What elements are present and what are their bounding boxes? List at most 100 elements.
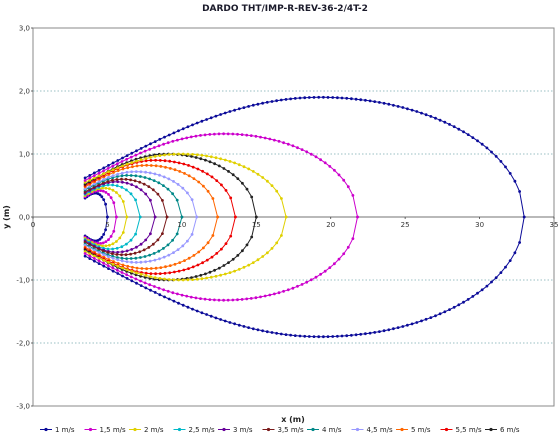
data-point — [201, 169, 205, 173]
data-point — [205, 172, 209, 176]
data-point — [228, 160, 232, 163]
legend-label: 1,5 m/s — [100, 426, 127, 434]
data-point — [195, 309, 199, 313]
data-point — [163, 159, 167, 163]
data-point — [309, 278, 313, 282]
data-point — [158, 257, 161, 261]
data-point — [149, 288, 152, 292]
x-tick-label: 25 — [401, 221, 410, 229]
data-point — [125, 260, 129, 264]
data-point — [149, 267, 153, 270]
data-point — [142, 182, 146, 186]
data-point — [305, 150, 309, 154]
data-point — [319, 272, 322, 276]
data-point — [131, 165, 134, 169]
legend-item: 4 m/s — [307, 426, 342, 434]
data-point — [293, 334, 297, 337]
data-point — [197, 180, 201, 184]
data-point — [270, 247, 274, 250]
data-point — [92, 174, 96, 178]
data-point — [134, 232, 138, 236]
data-point — [120, 171, 124, 175]
data-point — [275, 189, 279, 193]
data-point — [191, 278, 195, 281]
data-point — [158, 173, 161, 177]
y-tick-label: 2,0 — [19, 88, 30, 96]
data-point — [142, 248, 146, 252]
data-point — [168, 271, 172, 275]
data-point — [237, 323, 241, 327]
data-point — [143, 149, 147, 153]
data-point — [116, 262, 120, 265]
data-point — [159, 266, 163, 269]
data-point — [147, 185, 151, 189]
data-point — [177, 301, 180, 305]
data-point — [153, 146, 156, 149]
data-point — [420, 319, 423, 323]
data-point — [296, 146, 299, 150]
data-point — [293, 97, 297, 100]
data-point — [157, 181, 161, 185]
axes — [31, 27, 555, 407]
data-point — [106, 183, 110, 187]
data-point — [231, 298, 235, 302]
data-point — [120, 245, 124, 249]
data-point — [149, 142, 152, 146]
data-point — [317, 95, 321, 99]
data-point — [139, 170, 143, 174]
data-point — [227, 170, 230, 173]
data-point — [172, 180, 175, 183]
data-point — [153, 285, 156, 288]
data-point — [180, 137, 184, 141]
data-point — [172, 251, 175, 255]
legend-label: 4 m/s — [322, 426, 342, 434]
data-point — [153, 140, 157, 144]
data-point — [102, 233, 106, 236]
data-point — [120, 253, 123, 257]
data-point — [167, 297, 171, 301]
data-point — [208, 298, 212, 301]
data-point — [228, 321, 232, 324]
series-line — [84, 216, 156, 253]
data-point — [443, 310, 447, 314]
data-point — [181, 303, 185, 307]
data-point — [125, 162, 129, 166]
data-point — [104, 228, 107, 232]
data-point — [181, 278, 185, 282]
data-point — [134, 261, 138, 264]
data-point — [191, 307, 194, 311]
data-point — [111, 266, 115, 270]
data-point — [196, 263, 200, 267]
data-point — [245, 297, 249, 301]
data-point — [107, 238, 110, 242]
data-point — [144, 274, 148, 277]
data-point — [120, 160, 124, 163]
data-point — [139, 151, 142, 155]
data-point — [298, 96, 302, 100]
data-point — [189, 135, 193, 139]
data-point — [102, 264, 106, 268]
data-point — [490, 150, 493, 154]
data-point — [97, 251, 101, 254]
data-point — [223, 158, 227, 162]
data-point — [139, 256, 142, 259]
data-point — [107, 255, 110, 258]
data-point — [139, 284, 143, 287]
legend-label: 6 m/s — [500, 426, 520, 434]
data-point — [219, 318, 223, 321]
data-point — [270, 331, 274, 334]
data-point — [228, 110, 232, 113]
data-point — [144, 144, 148, 148]
data-point — [130, 270, 134, 273]
data-point — [139, 260, 143, 264]
data-point — [275, 241, 279, 245]
data-point — [129, 238, 133, 242]
data-point — [107, 267, 110, 270]
data-point — [176, 138, 179, 142]
data-point — [124, 177, 128, 181]
data-point — [111, 174, 115, 178]
data-point — [118, 236, 122, 240]
data-point — [236, 177, 240, 181]
data-point — [177, 129, 180, 133]
data-point — [144, 159, 148, 163]
